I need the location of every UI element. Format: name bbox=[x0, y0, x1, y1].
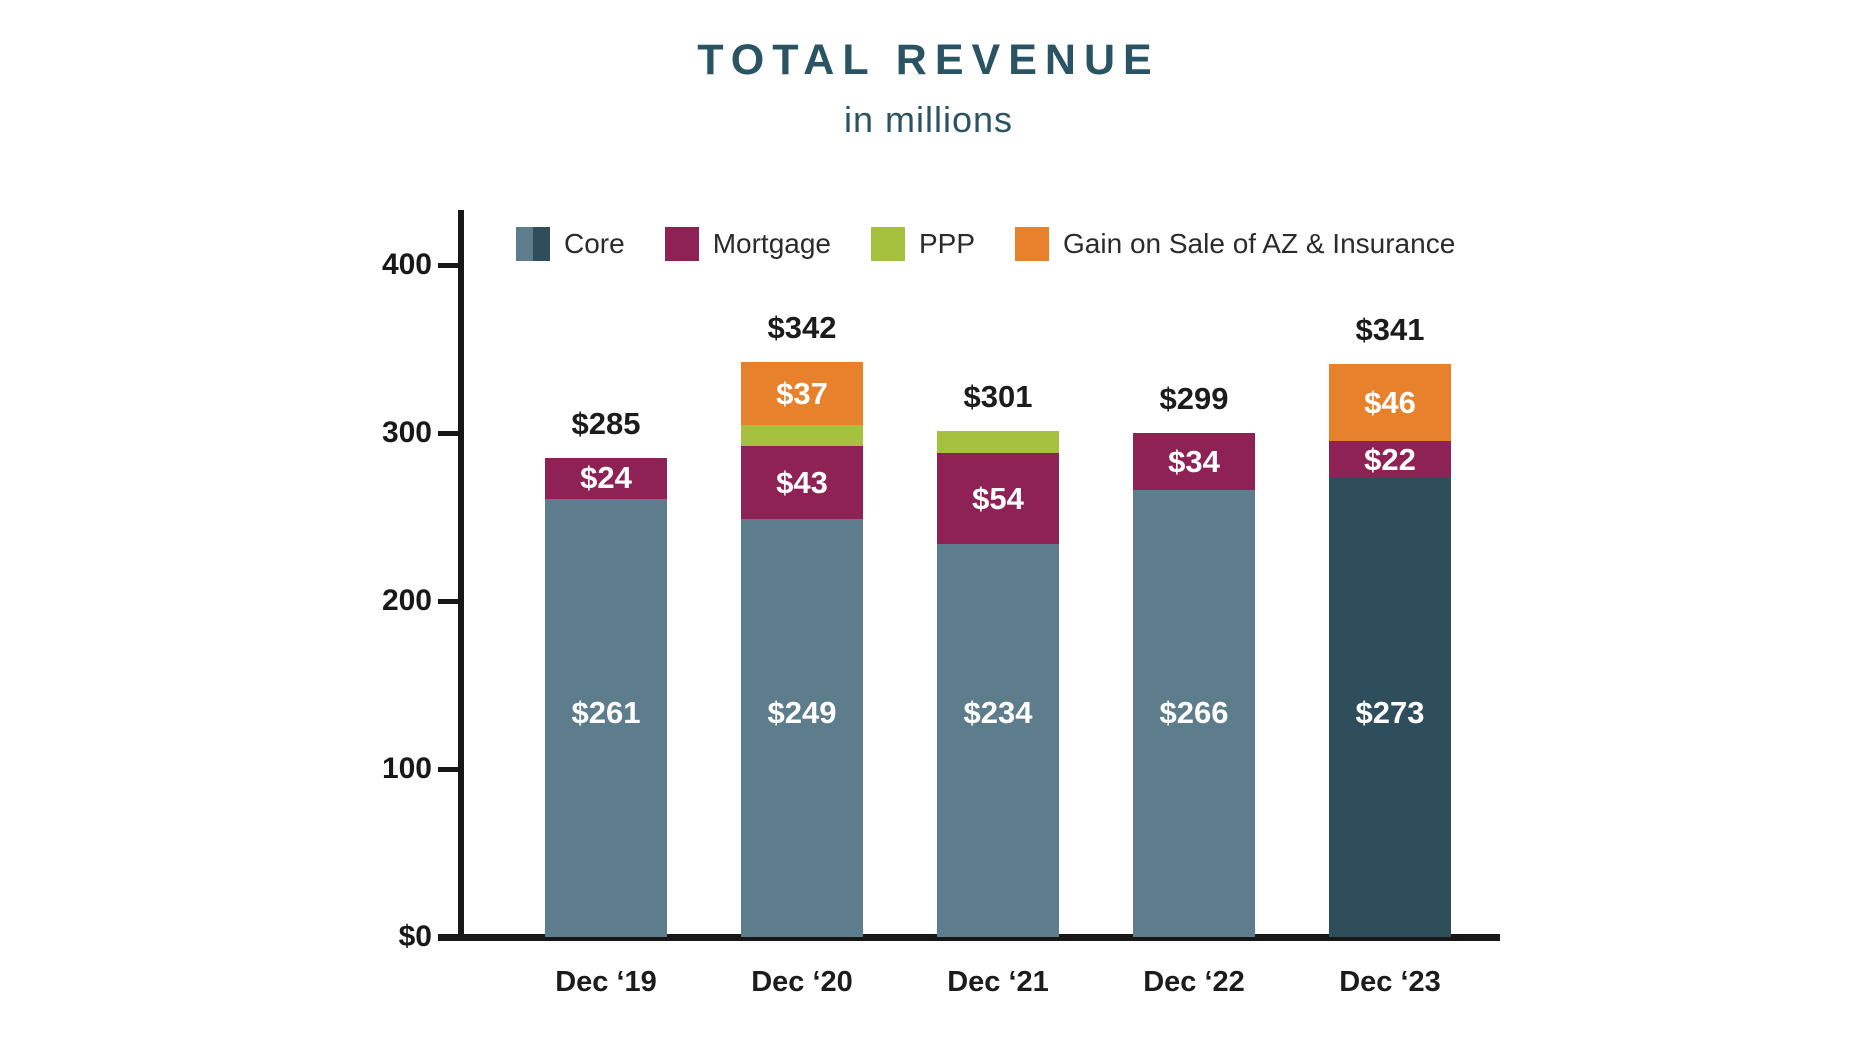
bar-column-3: $234 $54 $301 Dec ‘21 bbox=[937, 0, 1059, 1045]
y-axis-tick-label: 300 bbox=[381, 416, 432, 449]
bar-column-4: $266 $34 $299 Dec ‘22 bbox=[1133, 0, 1255, 1045]
bar-segment-core bbox=[937, 543, 1059, 937]
legend-item-mortgage: Mortgage bbox=[664, 227, 831, 261]
y-tick-mark bbox=[438, 598, 464, 604]
legend-item-ppp: PPP bbox=[871, 227, 975, 261]
segment-value-label: $22 bbox=[1364, 441, 1416, 477]
bar-column-5: $273 $22 $46 $341 Dec ‘23 bbox=[1329, 0, 1451, 1045]
bar-segment-core bbox=[1133, 490, 1255, 937]
bar-total-label: $342 bbox=[767, 310, 837, 346]
legend-swatch-icon bbox=[664, 227, 699, 261]
bar-segment-mortgage bbox=[1329, 441, 1451, 479]
legend-label: Core bbox=[564, 228, 625, 259]
x-axis-category-label: Dec ‘22 bbox=[1143, 966, 1245, 998]
segment-value-label: $43 bbox=[776, 464, 828, 500]
x-axis-category-label: Dec ‘19 bbox=[555, 966, 657, 998]
bar-segment-gain bbox=[741, 362, 863, 425]
legend-label: Mortgage bbox=[712, 228, 831, 259]
segment-value-label: $24 bbox=[580, 460, 632, 496]
y-tick-mark bbox=[438, 262, 464, 268]
x-axis-category-label: Dec ‘20 bbox=[751, 966, 853, 998]
bar-segment-core bbox=[741, 518, 863, 937]
y-axis-tick-label: 400 bbox=[381, 248, 432, 281]
bar-total-label: $299 bbox=[1159, 381, 1229, 416]
bar-total-label: $301 bbox=[963, 379, 1033, 415]
bar-segment-mortgage bbox=[937, 453, 1059, 544]
legend-label: PPP bbox=[919, 228, 976, 259]
x-axis-line bbox=[438, 933, 1500, 941]
segment-value-label: $266 bbox=[1159, 695, 1229, 730]
legend-label: Gain on Sale of AZ & Insurance bbox=[1063, 228, 1456, 259]
chart-subtitle: in millions bbox=[843, 99, 1014, 140]
legend-item-gain: Gain on Sale of AZ & Insurance bbox=[1015, 227, 1455, 261]
bar-segment-mortgage bbox=[545, 458, 667, 499]
legend-swatch-icon bbox=[871, 227, 905, 261]
bar-segment-ppp bbox=[937, 431, 1059, 454]
legend-swatch-icon bbox=[1015, 227, 1050, 261]
y-axis-tick-label: 100 bbox=[381, 752, 432, 785]
bar-segment-ppp bbox=[741, 424, 863, 447]
bar-total-label: $341 bbox=[1355, 312, 1425, 348]
legend-swatch-icon bbox=[516, 227, 550, 261]
x-axis-category-label: Dec ‘21 bbox=[947, 966, 1049, 998]
y-tick-mark bbox=[438, 766, 464, 772]
segment-value-label: $54 bbox=[972, 480, 1024, 516]
bar-segment-gain bbox=[1329, 364, 1451, 442]
segment-value-label: $234 bbox=[963, 695, 1033, 730]
y-axis-tick-label: 200 bbox=[381, 584, 432, 617]
x-axis-category-label: Dec ‘23 bbox=[1339, 966, 1441, 998]
bar-segment-mortgage bbox=[741, 446, 863, 519]
segment-value-label: $34 bbox=[1168, 443, 1220, 479]
bar-segment-core bbox=[545, 498, 667, 937]
chart-title: TOTAL REVENUE bbox=[697, 36, 1160, 84]
y-axis-tick-label: $0 bbox=[398, 920, 432, 953]
segment-value-label: $261 bbox=[571, 695, 641, 730]
bar-total-label: $285 bbox=[571, 406, 641, 442]
bar-segment-mortgage bbox=[1133, 433, 1255, 491]
bar-segment-core bbox=[1329, 478, 1451, 937]
y-axis-line bbox=[458, 210, 464, 941]
chart-legend: Core Mortgage PPP Gain on Sale of AZ & Insu… bbox=[516, 227, 1455, 261]
segment-value-label: $249 bbox=[767, 695, 837, 730]
segment-value-label: $37 bbox=[776, 375, 828, 411]
bar-column-1: $261 $24 $285 Dec ‘19 bbox=[545, 0, 667, 1045]
y-tick-mark bbox=[438, 430, 464, 436]
segment-value-label: $46 bbox=[1364, 384, 1416, 420]
bar-column-2: $249 $43 $37 $342 Dec ‘20 bbox=[741, 0, 863, 1045]
legend-item-core: Core bbox=[516, 227, 625, 261]
segment-value-label: $273 bbox=[1355, 695, 1425, 730]
